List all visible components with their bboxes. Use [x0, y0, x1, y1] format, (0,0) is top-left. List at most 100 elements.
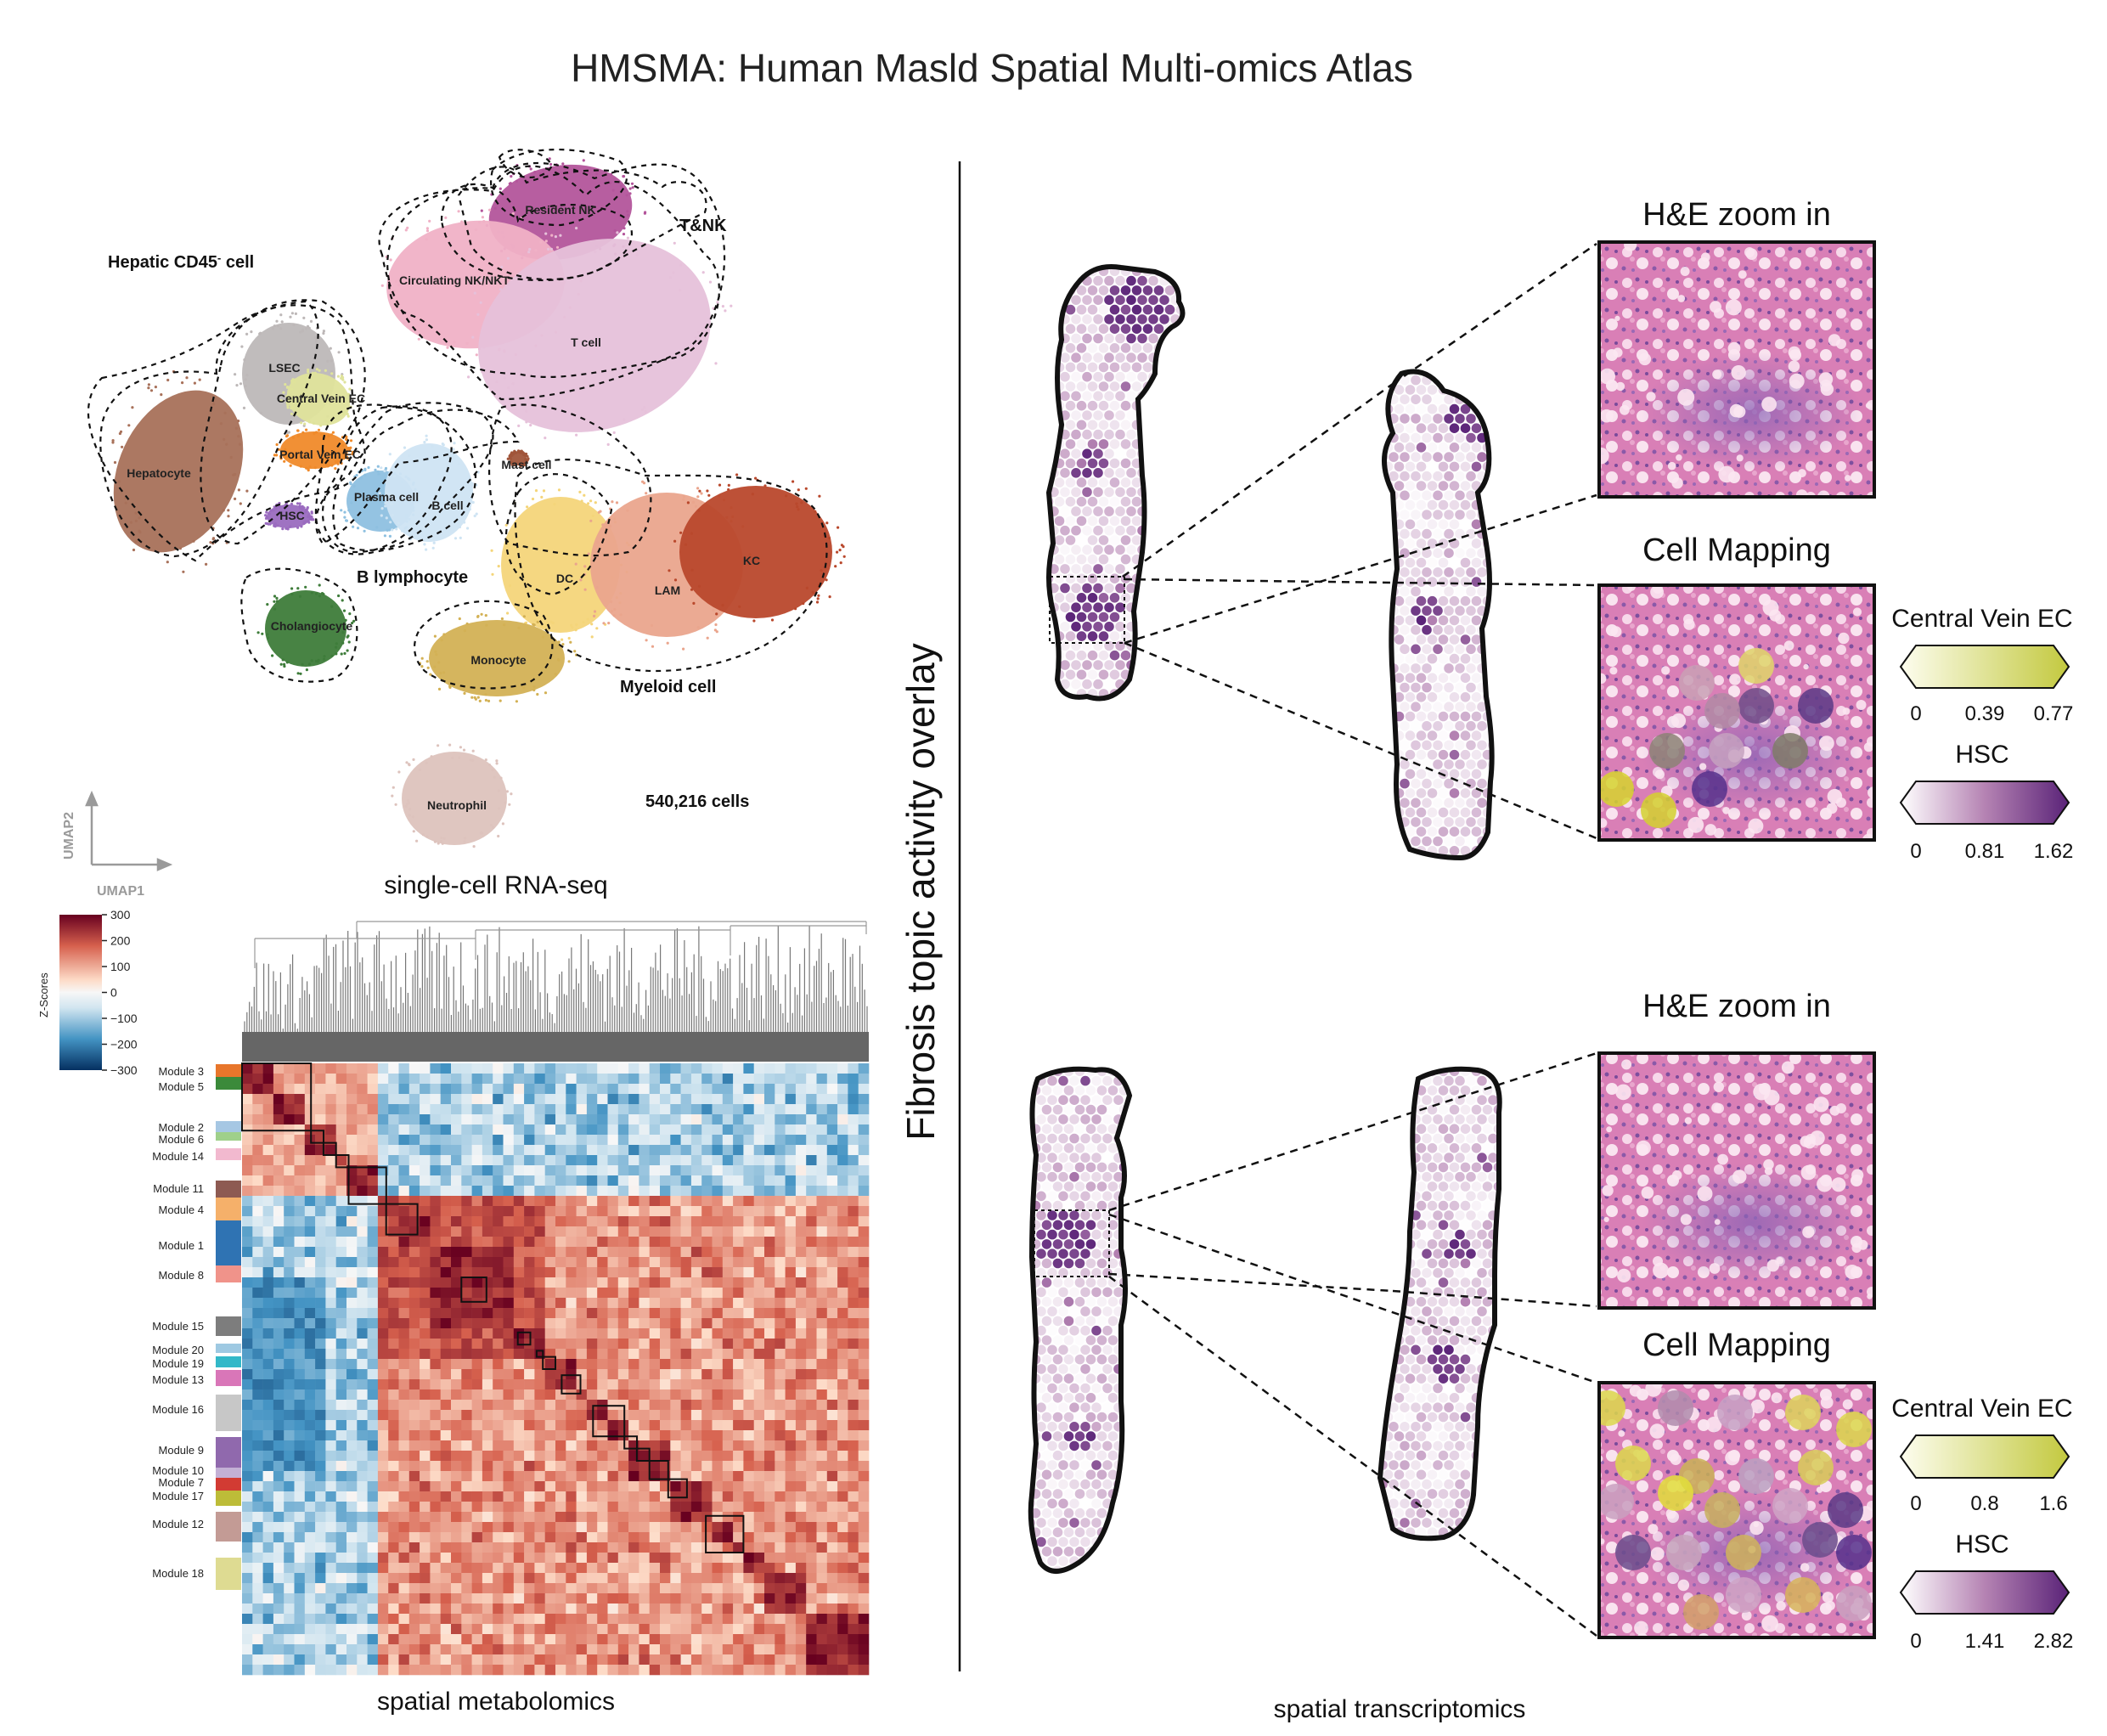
umap-axes	[85, 790, 173, 871]
he-zoom-panel-2	[1597, 1051, 1876, 1310]
umap-label-6: Hepatocyte	[127, 466, 191, 480]
umap-group-outlines	[87, 162, 828, 690]
module-module-12: Module 12	[152, 1512, 241, 1542]
umap-label-4: Central Vein EC	[277, 392, 365, 405]
legend-hsc-bar-1	[1899, 781, 2070, 825]
tissue-section-1b	[1382, 369, 1495, 861]
module-module-15: Module 15	[152, 1316, 241, 1336]
hepatic-cd45-label: Hepatic CD45- cell	[108, 251, 254, 273]
umap-label-15: Monocyte	[470, 653, 527, 667]
correlation-heatmap	[242, 1063, 870, 1676]
spatial-transcriptomics-caption: spatial transcriptomics	[1274, 1695, 1526, 1723]
cell-mapping-title-1: Cell Mapping	[1642, 533, 1831, 568]
he-zoom-panel-1	[1597, 240, 1876, 499]
module-module-16: Module 16	[152, 1395, 241, 1431]
umap1-axis-label: UMAP1	[97, 884, 144, 899]
umap-label-14: KC	[743, 554, 760, 567]
legend-panel-1: Central Vein EC 0 0.39 0.77 HSC 0 0.81 1…	[1891, 605, 2073, 863]
module-module-1: Module 1	[159, 1220, 241, 1265]
umap-cluster-cholangiocyte	[256, 583, 356, 675]
umap-label-5: Portal Vein EC	[279, 448, 361, 461]
module-module-20: Module 20	[152, 1344, 241, 1356]
cell-mapping-panel-1	[1597, 583, 1876, 842]
tissue-section-1a	[1045, 264, 1186, 702]
legend-cv-tick-1c: 0.77	[2034, 702, 2074, 725]
umap-outlines	[99, 148, 720, 596]
module-module-3: Module 3	[159, 1064, 241, 1078]
umap-cluster-mast-cell	[506, 449, 530, 468]
zscore-tick-0: 300	[110, 908, 131, 922]
metabolomics-panel: 300 200 100 0 −100 −200 −300 Z-Scores Module 3…	[37, 908, 870, 1716]
module-module-5: Module 5	[159, 1077, 241, 1093]
module-module-8: Module 8	[159, 1265, 241, 1282]
zscore-colorbar	[59, 915, 102, 1070]
umap-label-12: DC	[556, 572, 573, 585]
legend-hsc-bar-2	[1899, 1570, 2070, 1615]
module-module-14: Module 14	[152, 1148, 241, 1163]
tissue-section-2b	[1377, 1066, 1502, 1542]
zscore-tick-3: 0	[110, 986, 117, 1000]
zscore-colorbar-title: Z-Scores	[37, 972, 50, 1017]
module-module-18: Module 18	[152, 1558, 241, 1590]
module-module-10: Module 10	[152, 1464, 241, 1478]
umap-label-10: Mast cell	[501, 458, 551, 471]
module-module-2: Module 2	[159, 1121, 241, 1134]
zscore-tick-5: −200	[110, 1038, 138, 1051]
legend-hsc-title-1: HSC	[1955, 741, 2008, 769]
legend-cv-bar-2	[1899, 1434, 2070, 1479]
cell-mapping-panel-2	[1597, 1381, 1876, 1639]
zscore-tick-1: 200	[110, 934, 131, 948]
legend-hsc-tick-1b: 0.81	[1965, 840, 2005, 863]
umap-label-2: T cell	[571, 335, 601, 349]
umap-label-8: Plasma cell	[354, 490, 419, 504]
umap-cluster-neutrophil	[391, 743, 513, 848]
zscore-tick-4: −100	[110, 1012, 138, 1025]
zoom-connectors	[1034, 242, 1597, 1637]
umap-label-0: Resident NK	[525, 203, 595, 217]
umap-label-16: Neutrophil	[427, 798, 487, 812]
umap-label-9: B cell	[431, 499, 463, 512]
he-zoom-title-1: H&E zoom in	[1642, 197, 1831, 233]
module-module-4: Module 4	[159, 1198, 241, 1220]
tissue-sections	[1028, 264, 1502, 1574]
legend-hsc-tick-1c: 1.62	[2034, 840, 2074, 863]
umap-label-7: HSC	[279, 509, 305, 522]
legend-hsc-tick-1a: 0	[1910, 840, 1921, 863]
umap-panel: Resident NK Circulating NK/NKT T cell LSEC C…	[62, 148, 846, 899]
module-module-19: Module 19	[152, 1356, 241, 1370]
dendrogram	[242, 921, 869, 1062]
umap-clusters	[111, 157, 846, 848]
umap2-axis-label: UMAP2	[62, 812, 76, 860]
umap-cluster-portal-vein-ec	[273, 428, 354, 472]
legend-panel-2: Central Vein EC 0 0.8 1.6 HSC 0 1.41 2.8…	[1891, 1395, 2073, 1653]
metabolomics-caption: spatial metabolomics	[377, 1688, 615, 1716]
legend-hsc-tick-2a: 0	[1910, 1630, 1921, 1653]
fibrosis-overlay-label: Fibrosis topic activity overlay	[899, 643, 943, 1140]
scrna-caption: single-cell RNA-seq	[384, 871, 607, 899]
umap-label-11: Cholangiocyte	[271, 619, 353, 633]
zscore-colorbar-ticks: 300 200 100 0 −100 −200 −300	[102, 908, 138, 1077]
module-boxes	[241, 1062, 745, 1554]
legend-cv-tick-2a: 0	[1910, 1492, 1921, 1515]
legend-cv-tick-1b: 0.39	[1965, 702, 2005, 725]
module-module-7: Module 7	[159, 1476, 241, 1491]
umap-cluster-monocyte	[418, 612, 578, 703]
module-module-13: Module 13	[152, 1370, 241, 1386]
legend-cv-title-1: Central Vein EC	[1891, 605, 2072, 633]
cell-count-label: 540,216 cells	[645, 792, 749, 811]
legend-cv-tick-2b: 0.8	[1970, 1492, 1998, 1515]
tnk-label: T&NK	[679, 217, 727, 235]
umap-cluster-t-cell	[467, 227, 733, 447]
umap-cluster-labels: Resident NK Circulating NK/NKT T cell LSEC C…	[127, 203, 760, 812]
legend-hsc-title-2: HSC	[1955, 1530, 2008, 1558]
he-zoom-title-2: H&E zoom in	[1642, 989, 1831, 1024]
module-module-11: Module 11	[153, 1181, 241, 1198]
b-lymphocyte-label: B lymphocyte	[357, 568, 468, 587]
module-module-6: Module 6	[159, 1132, 241, 1146]
tissue-section-2a	[1028, 1066, 1133, 1574]
module-module-9: Module 9	[159, 1437, 241, 1468]
module-module-17: Module 17	[152, 1490, 241, 1506]
legend-cv-title-2: Central Vein EC	[1891, 1395, 2072, 1423]
